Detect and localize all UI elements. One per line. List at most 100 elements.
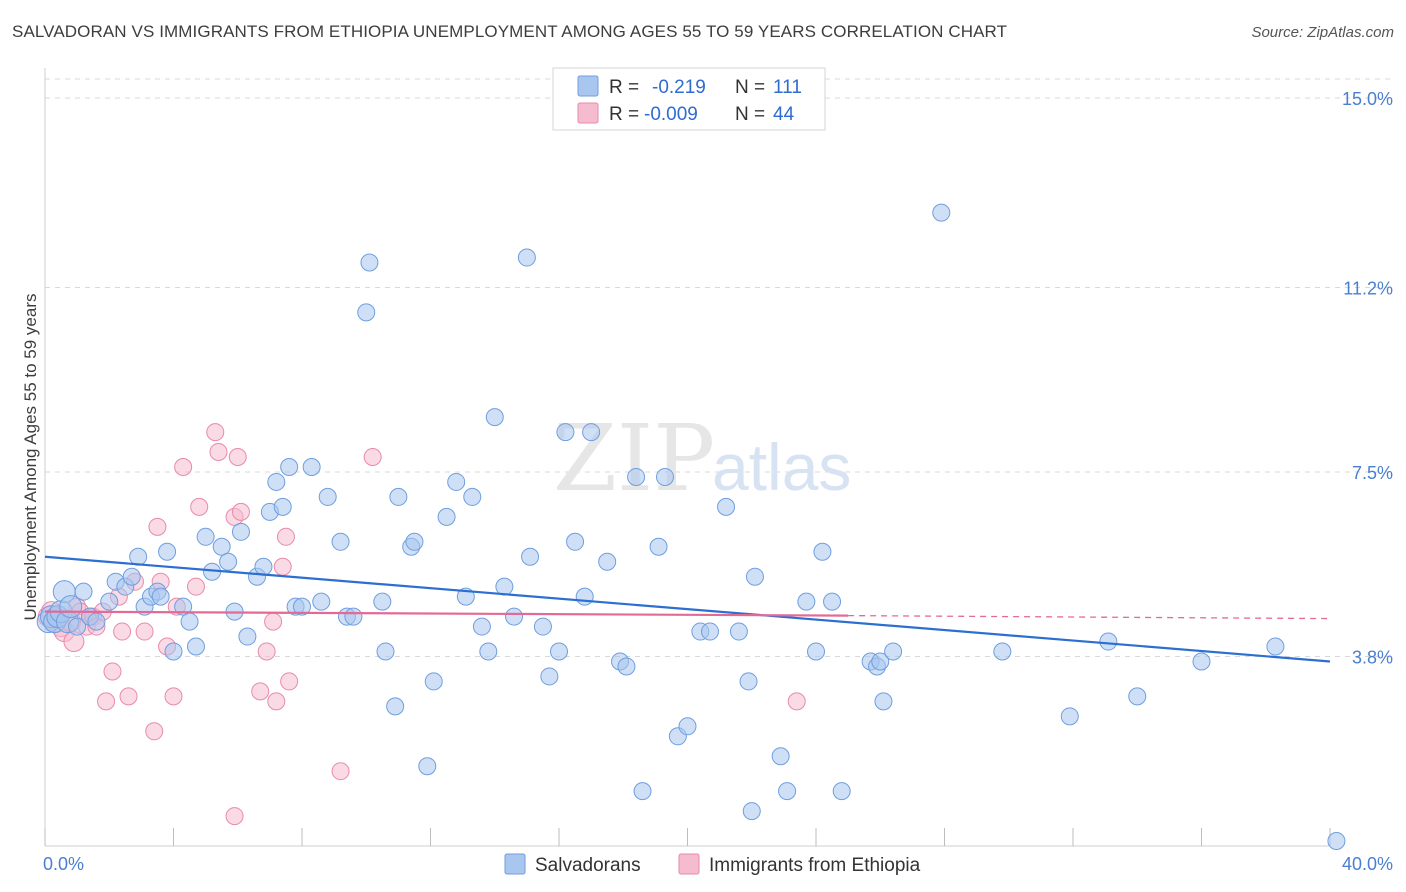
salvadorans-point: [231, 522, 250, 541]
salvadorans-point: [437, 507, 456, 526]
series-salvadorans-points: [36, 203, 1346, 851]
salvadorans-point: [174, 597, 193, 616]
ethiopia-point: [787, 692, 806, 711]
salvadorans-point: [485, 408, 504, 427]
salvadorans-point: [312, 592, 331, 611]
salvadorans-trendline: [44, 555, 1331, 663]
salvadorans-point: [254, 557, 273, 576]
ethiopia-point: [190, 497, 209, 516]
salvadorans-point: [778, 782, 797, 801]
legend-r-label-2: R =: [609, 104, 639, 125]
chart-source: Source: ZipAtlas.com: [1251, 24, 1394, 41]
y-tick-label-1: 7.5%: [1352, 463, 1393, 483]
salvadorans-point: [521, 547, 540, 566]
ethiopia-point: [148, 517, 167, 536]
ethiopia-point: [97, 692, 116, 711]
salvadorans-point: [463, 487, 482, 506]
salvadorans-point: [700, 622, 719, 641]
bottom-legend-ethiopia: Immigrants from Ethiopia: [709, 855, 921, 876]
salvadorans-point: [884, 642, 903, 661]
salvadorans-point: [331, 532, 350, 551]
salvadorans-point: [151, 587, 170, 606]
ethiopia-point: [186, 577, 205, 596]
salvadorans-point: [505, 607, 524, 626]
salvadorans-point: [729, 622, 748, 641]
legend-n-value-1: 111: [773, 77, 802, 98]
salvadorans-point: [100, 592, 119, 611]
salvadorans-point: [164, 642, 183, 661]
axes: [44, 68, 1331, 847]
salvadorans-point: [533, 617, 552, 636]
salvadorans-point: [479, 642, 498, 661]
ethiopia-point: [164, 687, 183, 706]
bottom-legend-swatch-ethiopia: [678, 853, 700, 875]
salvadorans-point: [238, 627, 257, 646]
salvadorans-point: [186, 637, 205, 656]
salvadorans-point: [575, 587, 594, 606]
ethiopia-point: [228, 448, 247, 467]
salvadorans-point: [1099, 632, 1118, 651]
x-tick-label-min: 0.0%: [43, 854, 84, 874]
trendlines: [44, 555, 1331, 663]
salvadorans-point: [598, 552, 617, 571]
ethiopia-point: [231, 502, 250, 521]
legend-r-value-2: -0.009: [644, 104, 698, 125]
gridlines: [45, 78, 1390, 657]
salvadorans-point: [318, 487, 337, 506]
salvadorans-point: [717, 497, 736, 516]
salvadorans-point: [212, 537, 231, 556]
ethiopia-point: [209, 443, 228, 462]
salvadorans-point: [405, 532, 424, 551]
salvadorans-point: [129, 547, 148, 566]
ethiopia-point: [225, 807, 244, 826]
salvadorans-point: [874, 692, 893, 711]
legend-swatch-ethiopia: [577, 102, 599, 124]
salvadorans-point: [273, 497, 292, 516]
ethiopia-trendline-extension: [848, 614, 1331, 620]
salvadorans-point: [627, 467, 646, 486]
salvadorans-point: [196, 527, 215, 546]
salvadorans-point: [550, 642, 568, 661]
salvadorans-point: [373, 592, 392, 611]
salvadorans-point: [447, 472, 466, 491]
salvadorans-point: [122, 567, 141, 586]
bottom-legend-salvadorans: Salvadorans: [535, 855, 641, 876]
legend-r-value-1: -0.219: [652, 77, 706, 98]
salvadorans-point: [823, 592, 842, 611]
y-tick-label-2: 11.2%: [1343, 278, 1393, 298]
salvadorans-point: [180, 612, 199, 631]
salvadorans-point: [267, 472, 286, 491]
salvadorans-point: [656, 467, 675, 486]
salvadorans-point: [360, 253, 379, 272]
ethiopia-point: [119, 687, 138, 706]
salvadorans-point: [739, 672, 758, 691]
ethiopia-point: [251, 682, 270, 701]
salvadorans-point: [932, 203, 951, 222]
salvadorans-point: [1192, 652, 1211, 671]
legend-n-label-2: N =: [735, 104, 765, 125]
salvadorans-point: [418, 757, 437, 776]
salvadorans-point: [993, 642, 1012, 661]
salvadorans-point: [678, 717, 697, 736]
salvadorans-point: [219, 552, 238, 571]
salvadorans-point: [424, 672, 443, 691]
salvadorans-point: [158, 542, 177, 561]
chart-title: SALVADORAN VS IMMIGRANTS FROM ETHIOPIA U…: [12, 22, 1008, 41]
bottom-legend-swatch-salvadorans: [504, 853, 526, 875]
legend-r-label-1: R =: [609, 77, 639, 98]
ethiopia-point: [267, 692, 286, 711]
salvadorans-point: [344, 607, 363, 626]
ethiopia-point: [276, 527, 295, 546]
salvadorans-point: [280, 457, 299, 476]
x-tick-label-max: 40.0%: [1342, 854, 1393, 874]
salvadorans-point: [302, 457, 321, 476]
salvadorans-point: [1128, 687, 1147, 706]
salvadorans-point: [376, 642, 395, 661]
salvadorans-point: [1266, 637, 1285, 656]
ethiopia-point: [145, 722, 164, 741]
salvadorans-point: [617, 657, 636, 676]
salvadorans-point: [293, 597, 311, 616]
y-tick-label-0: 3.8%: [1352, 647, 1393, 667]
salvadorans-point: [540, 667, 559, 686]
